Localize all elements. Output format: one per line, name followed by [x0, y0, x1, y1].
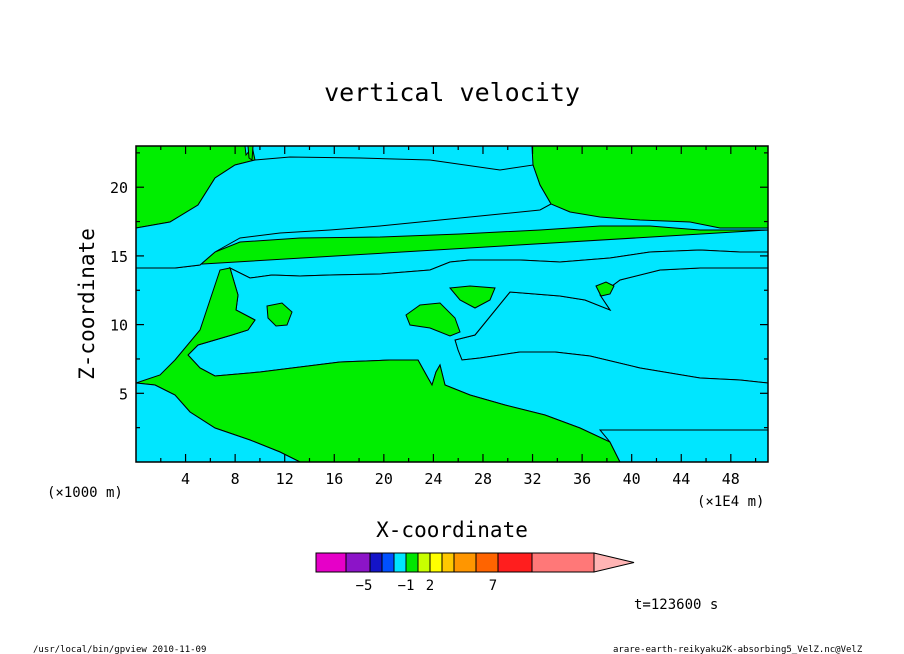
contour-island-positive [595, 281, 615, 297]
colorbar-swatch [475, 552, 499, 573]
colorbar: −5 −1 2 7 [315, 552, 635, 594]
contour-island-positive [449, 285, 496, 309]
colorbar-swatch [453, 552, 477, 573]
colorbar-swatch [441, 552, 455, 573]
x-tick-label: 44 [672, 470, 690, 488]
x-tick-label: 12 [276, 470, 294, 488]
y-tick-label: 15 [110, 248, 128, 266]
x-tick-label: 20 [375, 470, 393, 488]
colorbar-label: 7 [489, 578, 497, 594]
contour-region-negative [136, 156, 552, 269]
x-tick-label: 16 [325, 470, 343, 488]
colorbar-swatch [531, 552, 595, 573]
x-tick-label: 32 [524, 470, 542, 488]
x-unit-label: (×1E4 m) [697, 494, 764, 510]
colorbar-swatch [497, 552, 533, 573]
chart-title: vertical velocity [324, 78, 580, 107]
colorbar-swatch [405, 552, 419, 573]
plot-frame [135, 145, 769, 463]
footer-left: /usr/local/bin/gpview 2010-11-09 [33, 645, 206, 654]
x-tick-label: 36 [573, 470, 591, 488]
x-axis-label: X-coordinate [376, 518, 528, 542]
x-tick-label: 48 [722, 470, 740, 488]
colorbar-arrow [593, 552, 635, 573]
colorbar-swatch [345, 552, 371, 573]
colorbar-swatch [315, 552, 347, 573]
contour-region-positive [247, 146, 254, 161]
contour-region-negative [136, 382, 301, 462]
x-tick-label: 24 [424, 470, 442, 488]
colorbar-label: 2 [426, 578, 434, 594]
x-tick-label: 40 [623, 470, 641, 488]
colorbar-swatch [369, 552, 383, 573]
colorbar-label: −5 [356, 578, 373, 594]
y-tick-label: 5 [119, 385, 128, 403]
contour-island-positive [405, 302, 461, 337]
y-axis-label: Z-coordinate [75, 228, 99, 380]
colorbar-swatch [381, 552, 395, 573]
x-tick-label: 8 [231, 470, 240, 488]
contour-plot [135, 145, 769, 463]
footer-right: arare-earth-reikyaku2K-absorbing5_VelZ.n… [613, 645, 863, 654]
y-unit-label: (×1000 m) [47, 485, 123, 501]
colorbar-swatch [393, 552, 407, 573]
x-tick-label: 28 [474, 470, 492, 488]
contour-island-positive [266, 302, 293, 327]
y-tick-label: 10 [110, 317, 128, 335]
contour-region-negative [598, 429, 768, 462]
x-tick-label: 4 [181, 470, 190, 488]
colorbar-swatch [417, 552, 431, 573]
colorbar-label: −1 [398, 578, 415, 594]
time-label: t=123600 s [634, 597, 718, 613]
colorbar-swatch [429, 552, 443, 573]
y-tick-label: 20 [110, 179, 128, 197]
